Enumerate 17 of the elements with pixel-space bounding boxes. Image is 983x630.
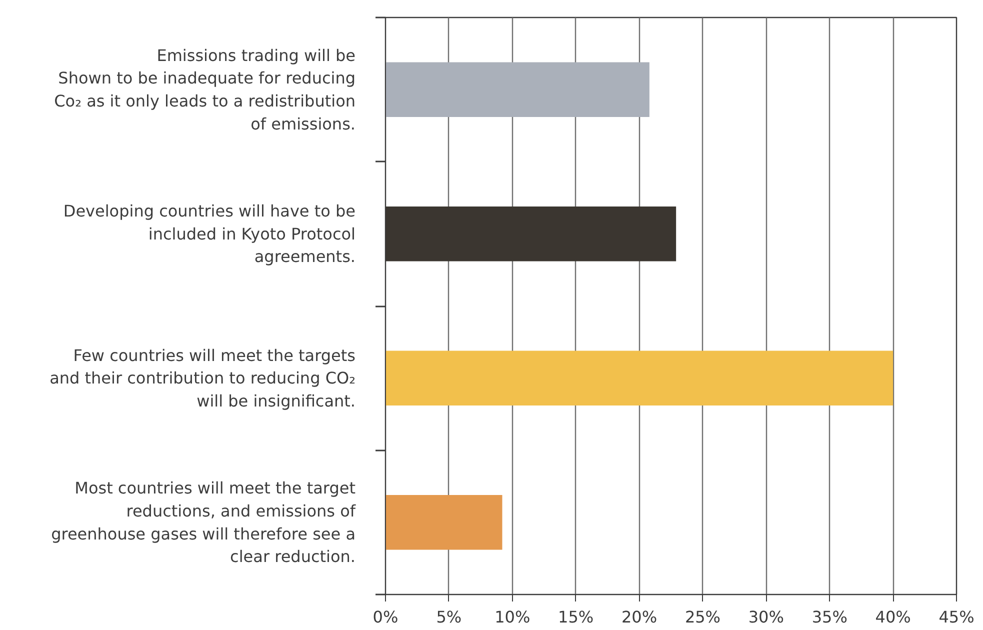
x-tick-label: 0%: [372, 608, 398, 626]
y-tick-label: Most countries will meet the target reductions, and emissions of greenhouse gases will therefore see a clear reduction.: [51, 478, 356, 566]
y-tick-label: Few countries will meet the targets and their contribution to reducing CO₂ will be insignificant.: [50, 346, 356, 410]
y-tick-label: Developing countries will have to be included in Kyoto Protocol agreements.: [63, 202, 356, 266]
bar: [386, 62, 650, 118]
bar: [386, 494, 502, 550]
x-tick-label: 40%: [875, 608, 911, 626]
x-tick-label: 20%: [621, 608, 658, 626]
x-tick-label: 35%: [812, 608, 848, 626]
y-tick-label: Emissions trading will be Shown to be inadequate for reducing Co₂ as it only leads to a redistribution of emissions.: [54, 46, 356, 134]
x-tick-label: 15%: [558, 608, 594, 626]
x-tick-label: 10%: [494, 608, 530, 626]
x-tick-label: 5%: [436, 608, 462, 626]
x-tick-label: 45%: [938, 608, 974, 626]
x-tick-label: 25%: [684, 608, 721, 626]
bar: [386, 350, 894, 406]
x-tick-label: 30%: [748, 608, 784, 626]
